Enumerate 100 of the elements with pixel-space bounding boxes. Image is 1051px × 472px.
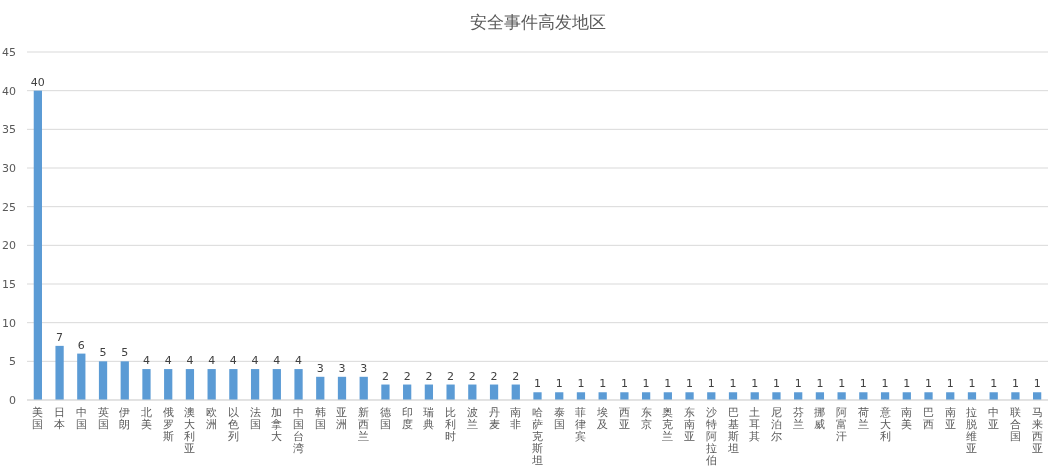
data-label: 1 [968,377,976,391]
x-tick-label: 土耳其 [749,406,761,443]
x-tick-label: 英国 [97,406,109,431]
x-tick-label: 沙特阿拉伯 [705,406,717,467]
bar [142,369,151,400]
x-tick-label: 阿富汗 [836,406,848,443]
data-label: 2 [381,369,389,383]
x-tick-label: 丹麦 [488,406,500,431]
data-label: 3 [360,361,368,375]
data-label: 1 [881,377,889,391]
data-label: 1 [990,377,998,391]
x-tick-label: 意大利 [878,406,891,443]
x-tick-label: 瑞典 [423,406,435,431]
y-tick-label: 45 [2,46,16,59]
bar [381,384,390,400]
y-tick-label: 10 [2,316,16,330]
bar [207,369,216,400]
x-tick-label: 韩国 [314,406,326,431]
bar [620,392,629,400]
data-label: 4 [295,354,303,368]
x-tick-label: 巴西 [923,406,935,431]
x-tick-label: 日本 [54,406,66,431]
y-tick-label: 0 [9,394,16,407]
x-tick-label: 伊朗 [119,406,131,431]
bar [229,369,238,400]
y-tick-label: 20 [2,239,16,253]
x-tick-label: 中国台湾 [293,406,305,455]
x-tick-label: 北美 [140,406,152,431]
x-tick-label: 澳大利亚 [184,406,196,455]
x-tick-label: 尼泊尔 [770,406,782,443]
x-tick-label: 比利时 [445,406,457,443]
data-label: 1 [620,377,628,391]
x-tick-label: 拉脱维亚 [966,406,978,455]
x-tick-label: 西亚 [618,406,630,431]
bar [924,392,933,400]
data-label: 1 [707,377,715,391]
data-label: 5 [121,346,129,360]
data-label: 2 [468,369,476,383]
y-tick-label: 5 [9,355,16,369]
x-tick-label: 东南亚 [684,406,696,443]
data-label: 4 [208,354,216,368]
data-label: 1 [599,377,607,391]
x-tick-label: 埃及 [596,406,609,431]
data-label: 1 [751,377,759,391]
data-label: 4 [142,354,150,368]
x-tick-label: 中国 [75,406,87,431]
data-label: 1 [555,377,563,391]
x-tick-label: 加拿大 [271,406,283,443]
x-tick-label: 新西兰 [358,406,370,443]
data-label: 2 [447,369,455,383]
data-label: 1 [794,377,802,391]
bar [685,392,694,400]
x-tick-label: 马来西亚 [1031,406,1043,455]
data-label: 1 [664,377,672,391]
data-label: 1 [838,377,846,391]
x-tick-label: 以色列 [227,406,239,443]
x-tick-label: 法国 [249,406,261,431]
data-label: 2 [403,369,411,383]
data-label: 1 [946,377,954,391]
bar [55,345,64,400]
x-tick-label: 亚洲 [336,406,348,431]
data-label: 1 [1011,377,1019,391]
x-tick-label: 挪威 [814,406,826,431]
x-tick-label: 哈萨克斯坦 [531,406,543,467]
bar [337,376,347,400]
data-label: 1 [925,377,933,391]
y-tick-label: 40 [2,84,16,98]
x-tick-label: 印度 [401,406,413,431]
bar [294,369,303,400]
x-tick-label: 俄罗斯 [162,406,174,443]
x-tick-label: 波兰 [466,406,478,431]
x-tick-label: 芬兰 [792,406,804,431]
bar [533,392,542,400]
x-tick-label: 美国 [32,406,44,431]
y-tick-label: 35 [2,123,16,137]
data-label: 6 [77,338,85,352]
bar [272,369,281,400]
bar [772,392,781,400]
x-tick-label: 德国 [379,406,391,431]
x-tick-label: 联合国 [1009,406,1021,443]
bar [359,376,368,400]
data-label: 7 [56,330,64,344]
x-tick-label: 泰国 [553,406,565,431]
y-tick-label: 15 [2,278,16,291]
data-label: 2 [490,369,498,383]
x-tick-label: 南非 [510,406,522,431]
data-label: 1 [642,377,650,391]
x-tick-label: 奥克兰 [662,406,674,443]
data-label: 4 [229,354,237,368]
data-label: 1 [534,377,541,391]
x-tick-label: 欧洲 [206,406,218,431]
data-label: 1 [903,377,911,391]
data-label: 1 [772,377,780,391]
x-tick-label: 菲律宾 [575,406,587,443]
data-label: 1 [729,377,737,391]
x-tick-label: 荷兰 [857,406,869,431]
bar [1011,392,1020,400]
data-label: 1 [816,377,824,391]
data-label: 4 [164,354,172,368]
x-tick-label: 南亚 [944,406,956,431]
